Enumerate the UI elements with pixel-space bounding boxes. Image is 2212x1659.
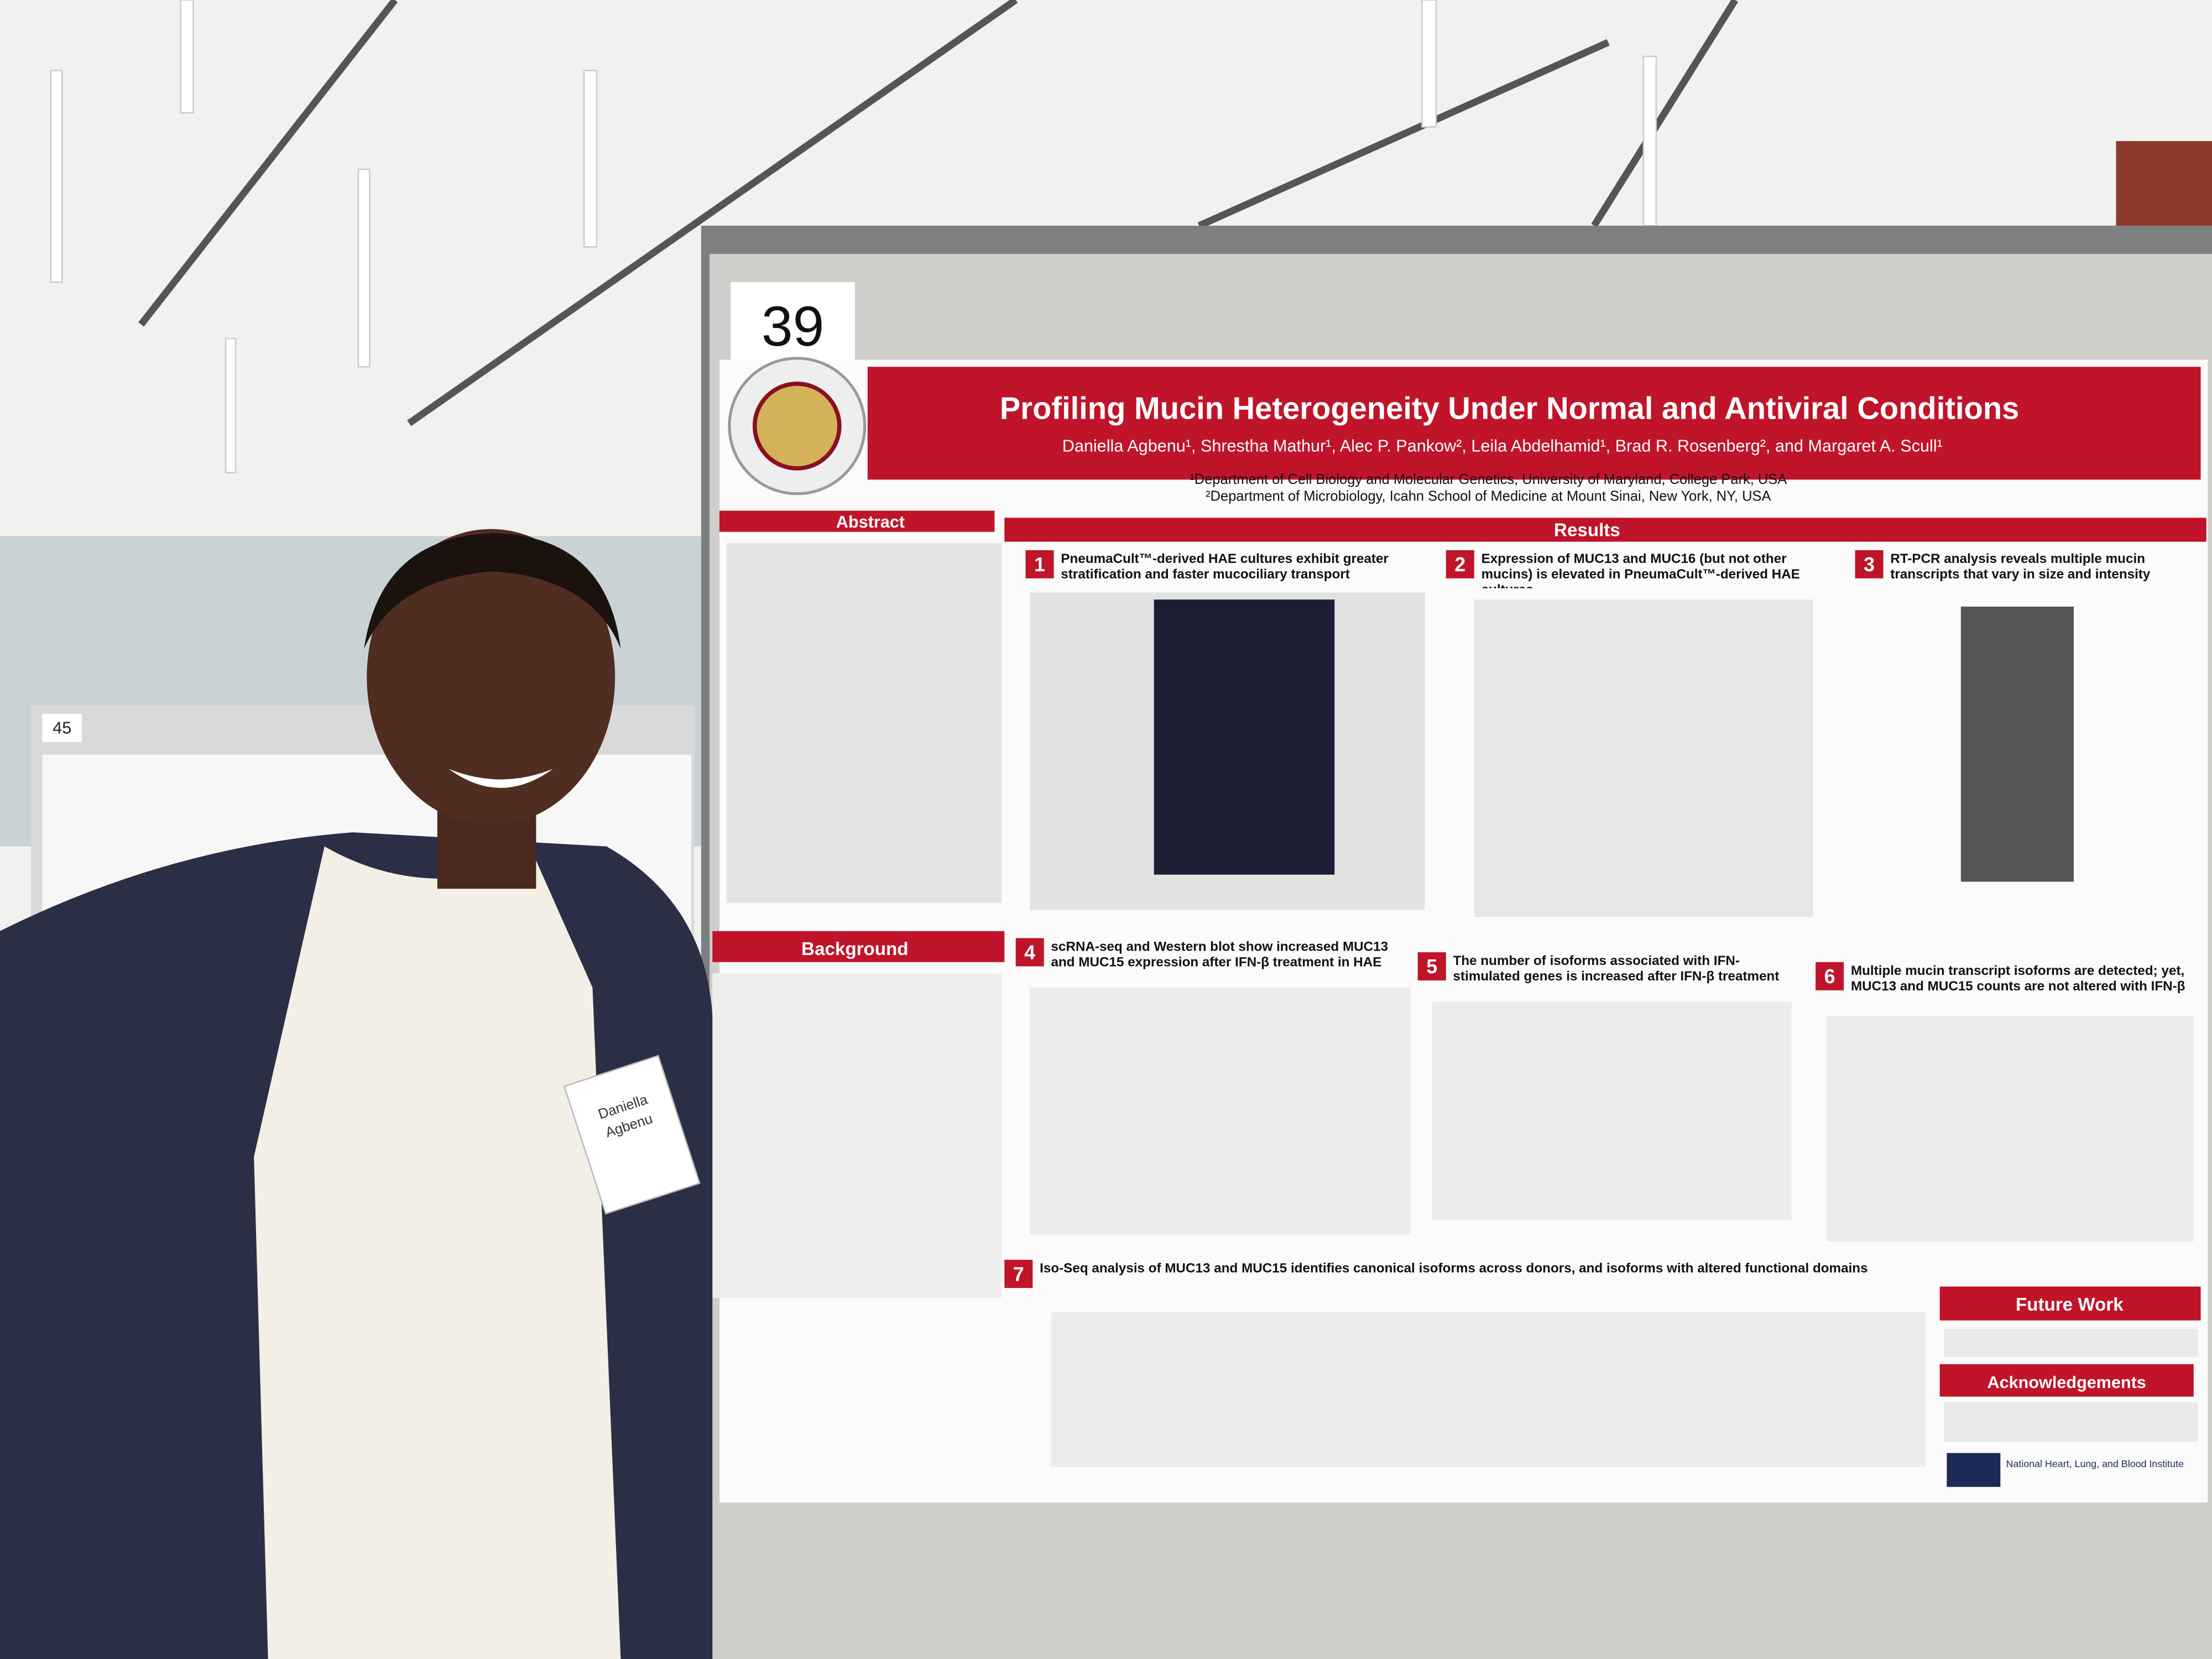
figure — [1474, 599, 1813, 917]
future-work-text — [1944, 1329, 2198, 1358]
name-tag: Daniella Agbenu — [563, 1055, 701, 1215]
section-bar — [1004, 518, 2206, 542]
section-bar — [1939, 1286, 2201, 1321]
poster-title: Profiling Mucin Heterogeneity Under Norm… — [1000, 391, 2019, 426]
figures — [1030, 592, 2194, 1468]
affiliation: ¹Department of Cell Biology and Molecula… — [1190, 472, 1787, 487]
poster-authors: Daniella Agbenu¹, Shrestha Mathur¹, Alec… — [1062, 436, 1943, 455]
ceiling-beams — [138, 0, 1739, 426]
panel-number-box — [1025, 550, 1054, 578]
section-bar — [1939, 1364, 2194, 1397]
section-header: Results — [1554, 520, 1620, 540]
panel-number: 6 — [1824, 966, 1835, 988]
panel-title-box: Multiple mucin transcript isoforms are d… — [1850, 963, 2185, 995]
background-figure — [712, 973, 1002, 1298]
panel-title: Expression of MUC13 and MUC16 (but not o… — [1481, 551, 1800, 588]
name-tag-card — [563, 1055, 701, 1215]
seal-center — [752, 382, 842, 471]
panel-title-box: Iso-Seq analysis of MUC13 and MUC15 iden… — [1040, 1261, 1868, 1277]
panel-title-box: The number of isoforms associated with I… — [1453, 953, 1780, 985]
panel-title: Multiple mucin transcript isoforms are d… — [1850, 963, 2185, 995]
section-header: Future Work — [2016, 1295, 2124, 1315]
panel-number-box — [1015, 938, 1044, 967]
abstract-text — [726, 543, 1002, 903]
section-header: Background — [801, 939, 908, 959]
panels: 1 PneumaCult™-derived HAE cultures exhibi… — [1004, 550, 2185, 1288]
figure-image — [1154, 599, 1335, 875]
figure-image — [1960, 606, 2074, 882]
panel-title: Iso-Seq analysis of MUC13 and MUC15 iden… — [1040, 1261, 1868, 1277]
nih-logo — [1947, 1453, 2001, 1487]
header-bar — [867, 367, 2201, 480]
panel-title-box: PneumaCult™-derived HAE cultures exhibit… — [1061, 551, 1389, 583]
figure — [1051, 1312, 1926, 1468]
panel-title: scRNA-seq and Western blot show increase… — [1051, 939, 1389, 971]
funder: National Heart, Lung, and Blood Institut… — [2006, 1458, 2184, 1469]
section-header: Abstract — [836, 513, 905, 531]
pendant-lights — [50, 0, 1657, 473]
shirt — [254, 846, 621, 1659]
panel-number-box — [1446, 550, 1474, 578]
panel-number-box — [1815, 962, 1844, 990]
panel-title-box: scRNA-seq and Western blot show increase… — [1051, 939, 1389, 971]
person — [0, 529, 713, 1659]
affiliation: ²Department of Microbiology, Icahn Schoo… — [1206, 489, 1771, 504]
brick-wall — [2116, 141, 2212, 240]
figure — [1030, 987, 1411, 1235]
number-card — [731, 282, 855, 364]
panel-number-box — [1004, 1260, 1033, 1288]
panel-number: 2 — [1454, 554, 1465, 576]
neighbor-number: 45 — [53, 719, 71, 738]
panel-title: RT-PCR analysis reveals multiple mucin t… — [1890, 551, 2151, 583]
section-bar — [719, 510, 995, 532]
section-header: Acknowledgements — [1987, 1373, 2146, 1392]
face — [367, 529, 615, 826]
smile — [448, 769, 553, 788]
section-bar — [712, 931, 1005, 962]
panel-number-box — [1855, 550, 1884, 578]
neighbor-card — [42, 713, 82, 742]
figure — [1432, 1001, 1792, 1220]
panel-number-box — [1417, 952, 1446, 980]
panel-number: 5 — [1426, 956, 1437, 978]
acknowledgements-text — [1944, 1402, 2198, 1442]
panel-title: The number of isoforms associated with I… — [1453, 953, 1780, 985]
hair — [364, 533, 621, 649]
board-number: 39 — [761, 295, 825, 358]
panel-number: 1 — [1034, 554, 1045, 576]
panel-number: 3 — [1864, 554, 1875, 576]
panel-number: 7 — [1013, 1263, 1024, 1285]
panel-number: 4 — [1024, 942, 1035, 964]
panel-title-box: RT-PCR analysis reveals multiple mucin t… — [1890, 551, 2151, 583]
panel-title-box: Expression of MUC13 and MUC16 (but not o… — [1481, 551, 1800, 588]
panel-title: PneumaCult™-derived HAE cultures exhibit… — [1061, 551, 1389, 583]
figure — [1827, 1015, 2194, 1241]
